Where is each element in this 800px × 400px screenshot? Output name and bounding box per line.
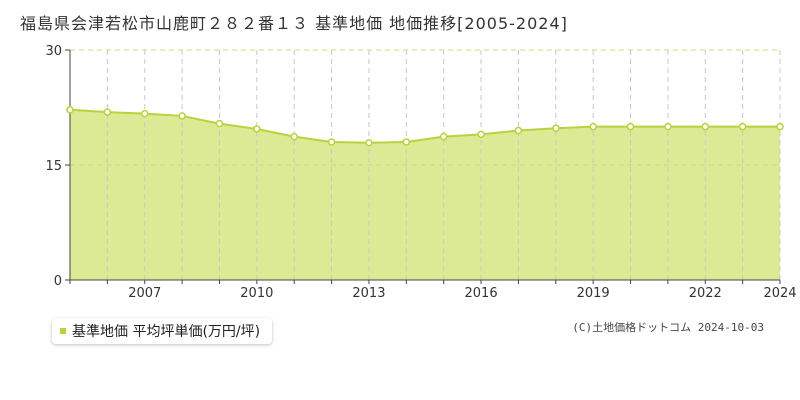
legend-label: 基準地価 平均坪単価(万円/坪) <box>72 324 261 340</box>
y-tick-label: 0 <box>54 274 62 289</box>
legend: 基準地価 平均坪単価(万円/坪) <box>52 318 273 344</box>
y-tick-label: 15 <box>45 159 62 174</box>
data-point <box>365 139 373 147</box>
data-point <box>103 108 112 116</box>
data-point <box>178 112 186 120</box>
data-point <box>626 122 635 131</box>
chart-title: 福島県会津若松市山鹿町２８２番１３ 基準地価 地価推移[2005-2024] <box>20 14 568 33</box>
area-fill <box>70 109 780 280</box>
data-point <box>253 125 261 133</box>
x-tick-label: 2016 <box>465 286 498 301</box>
data-point <box>215 119 224 128</box>
data-point <box>738 122 747 131</box>
data-point <box>66 106 74 114</box>
data-point <box>327 138 336 146</box>
x-tick-label: 2007 <box>128 286 161 301</box>
data-point <box>290 132 298 141</box>
data-point <box>439 132 448 141</box>
data-point <box>477 130 485 139</box>
series-line <box>69 108 780 144</box>
data-point <box>776 122 784 131</box>
x-tick-label: 2022 <box>689 286 722 301</box>
x-tick-label: 2013 <box>352 286 385 301</box>
data-point <box>701 122 710 131</box>
y-tick-label: 30 <box>45 44 62 59</box>
legend-swatch <box>60 328 66 334</box>
data-point <box>552 124 560 132</box>
data-point <box>514 126 523 135</box>
copyright-text: (C)土地価格ドットコム 2024-10-03 <box>572 321 764 334</box>
x-tick-label: 2024 <box>763 286 796 301</box>
data-point <box>402 138 411 146</box>
data-point <box>589 122 597 131</box>
x-tick-label: 2010 <box>240 286 273 301</box>
data-point <box>140 109 149 118</box>
data-point <box>664 122 672 131</box>
x-tick-label: 2019 <box>577 286 610 301</box>
